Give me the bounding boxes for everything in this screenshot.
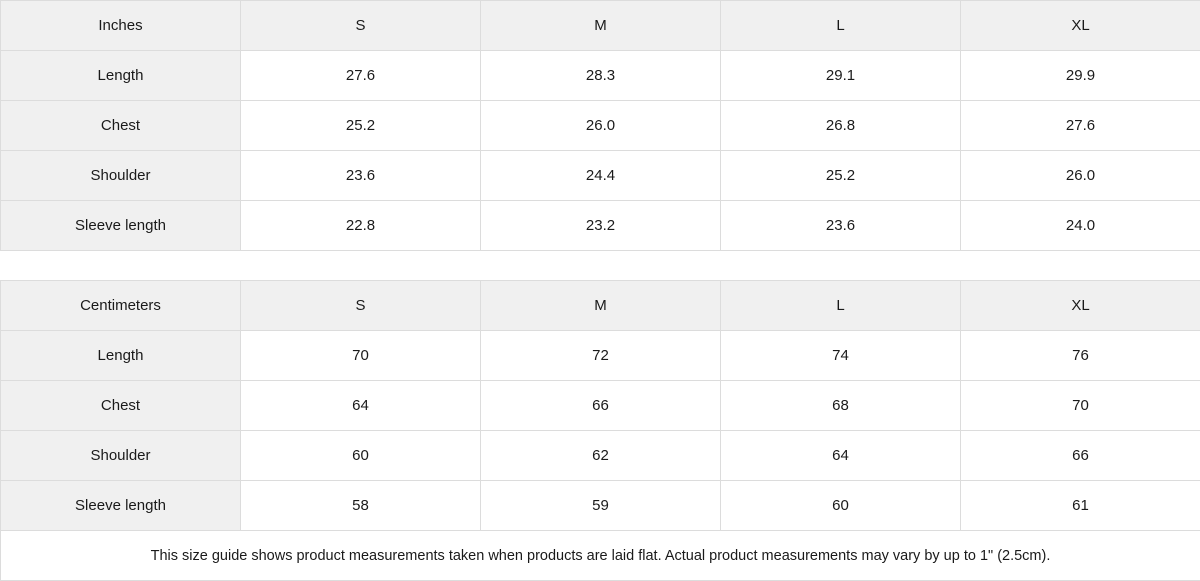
measurement-value: 66 bbox=[961, 431, 1200, 481]
size-column-header: S bbox=[241, 281, 481, 331]
measurement-value: 26.8 bbox=[721, 101, 961, 151]
measurement-value: 26.0 bbox=[481, 101, 721, 151]
measurement-value: 23.6 bbox=[721, 201, 961, 251]
measurement-label: Length bbox=[1, 331, 241, 381]
measurement-value: 27.6 bbox=[241, 51, 481, 101]
measurement-value: 26.0 bbox=[961, 151, 1200, 201]
measurement-value: 70 bbox=[241, 331, 481, 381]
measurement-label: Chest bbox=[1, 101, 241, 151]
measurement-label: Sleeve length bbox=[1, 201, 241, 251]
measurement-label: Sleeve length bbox=[1, 481, 241, 531]
measurement-label: Shoulder bbox=[1, 431, 241, 481]
size-column-header: M bbox=[481, 281, 721, 331]
size-column-header: M bbox=[481, 1, 721, 51]
measurement-value: 27.6 bbox=[961, 101, 1200, 151]
measurement-value: 25.2 bbox=[241, 101, 481, 151]
size-column-header: L bbox=[721, 1, 961, 51]
measurement-value: 24.4 bbox=[481, 151, 721, 201]
size-column-header: XL bbox=[961, 1, 1200, 51]
unit-label: Centimeters bbox=[1, 281, 241, 331]
measurement-value: 22.8 bbox=[241, 201, 481, 251]
measurement-value: 28.3 bbox=[481, 51, 721, 101]
measurement-value: 23.2 bbox=[481, 201, 721, 251]
measurement-value: 24.0 bbox=[961, 201, 1200, 251]
measurement-value: 64 bbox=[241, 381, 481, 431]
footnote-text: This size guide shows product measuremen… bbox=[1, 531, 1200, 581]
size-column-header: S bbox=[241, 1, 481, 51]
measurement-label: Shoulder bbox=[1, 151, 241, 201]
measurement-value: 70 bbox=[961, 381, 1200, 431]
measurement-value: 76 bbox=[961, 331, 1200, 381]
size-column-header: XL bbox=[961, 281, 1200, 331]
measurement-label: Chest bbox=[1, 381, 241, 431]
footnote-row: This size guide shows product measuremen… bbox=[1, 531, 1200, 581]
measurement-label: Length bbox=[1, 51, 241, 101]
measurement-value: 59 bbox=[481, 481, 721, 531]
unit-label: Inches bbox=[1, 1, 241, 51]
measurement-value: 23.6 bbox=[241, 151, 481, 201]
measurement-value: 58 bbox=[241, 481, 481, 531]
table-spacer-cell bbox=[1, 251, 1200, 281]
measurement-value: 66 bbox=[481, 381, 721, 431]
measurement-value: 25.2 bbox=[721, 151, 961, 201]
measurement-value: 72 bbox=[481, 331, 721, 381]
measurement-value: 60 bbox=[241, 431, 481, 481]
measurement-value: 64 bbox=[721, 431, 961, 481]
table-spacer-row bbox=[1, 251, 1200, 281]
measurement-value: 68 bbox=[721, 381, 961, 431]
size-column-header: L bbox=[721, 281, 961, 331]
measurement-value: 29.9 bbox=[961, 51, 1200, 101]
measurement-value: 74 bbox=[721, 331, 961, 381]
measurement-value: 29.1 bbox=[721, 51, 961, 101]
measurement-value: 61 bbox=[961, 481, 1200, 531]
measurement-value: 62 bbox=[481, 431, 721, 481]
measurement-value: 60 bbox=[721, 481, 961, 531]
